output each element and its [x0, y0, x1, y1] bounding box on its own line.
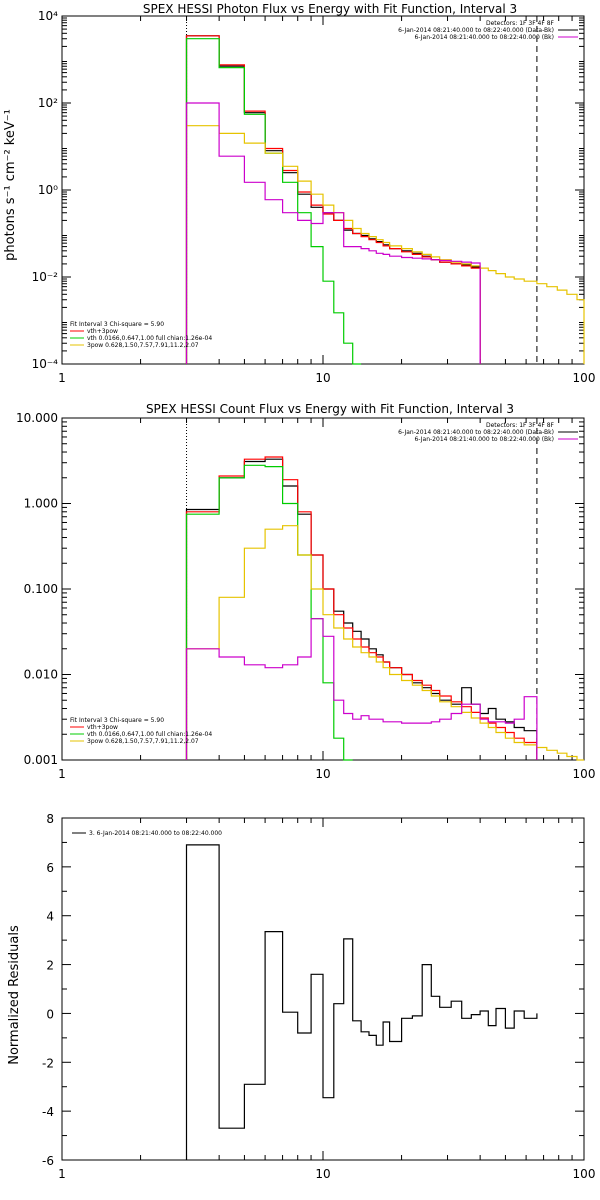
y-tick-label: 0 [46, 1007, 54, 1021]
series-bk [185, 618, 538, 760]
count-flux-legend-bottom-left: Fit Interval 3 Chi-square = 5.90vth+3pow… [70, 717, 212, 745]
y-tick-label: 10² [38, 96, 58, 110]
x-tick-label: 100 [573, 1167, 596, 1181]
residuals-axes: 1 10 100 -6 -4 -2 0 2 4 6 8 [42, 812, 595, 1181]
plot-frame [61, 15, 585, 365]
photon-flux-series [185, 35, 585, 365]
series-bk [185, 102, 481, 364]
series-3pow [185, 525, 584, 761]
y-tick-label: 0.001 [24, 753, 58, 767]
x-tick-label: 1 [58, 371, 66, 385]
x-tick-label: 100 [573, 767, 596, 781]
x-tick-label: 1 [58, 1167, 66, 1181]
photon-flux-title: SPEX HESSI Photon Flux vs Energy with Fi… [143, 2, 517, 16]
residuals-series [185, 844, 538, 1160]
residuals-legend: 3. 6-Jan-2014 08:21:40.000 to 08:22:40.0… [72, 830, 222, 837]
y-tick-label: -2 [42, 1056, 54, 1070]
legend-text: 3. 6-Jan-2014 08:21:40.000 to 08:22:40.0… [89, 830, 222, 837]
photon-flux-panel: SPEX HESSI Photon Flux vs Energy with Fi… [3, 2, 595, 385]
legend-text: Detectors: 1F 3F 4F 8F [486, 20, 555, 27]
legend-text: 3pow 0.628,1.50,7.57,7.91,11.2,2.07 [87, 342, 199, 349]
y-tick-label: 0.100 [24, 582, 58, 596]
residuals-panel: Normalized Residuals 1 10 100 -6 -4 -2 0 2 4 6 8 3… [7, 812, 595, 1181]
series-data-bk [185, 458, 538, 760]
legend-text: 6-Jan-2014 08:21:40.000 to 08:22:40.000 … [398, 27, 554, 34]
x-tick-label: 10 [315, 371, 330, 385]
photon-flux-legend-top-right: Detectors: 1F 3F 4F 8F6-Jan-2014 08:21:4… [398, 20, 578, 41]
legend-text: vth 0.0166,0.647,1.00 full chian:1.26e-0… [87, 335, 212, 342]
x-tick-label: 1 [58, 767, 66, 781]
x-tick-label: 100 [573, 371, 596, 385]
count-flux-panel: SPEX HESSI Count Flux vs Energy with Fit… [16, 402, 595, 781]
y-tick-label: 10.000 [16, 411, 58, 425]
legend-text: Detectors: 1F 3F 4F 8F [486, 422, 555, 429]
x-tick-label: 10 [315, 1167, 330, 1181]
y-tick-label: 8 [46, 812, 54, 826]
residuals-ylabel: Normalized Residuals [7, 925, 22, 1065]
y-tick-label: 4 [46, 910, 54, 924]
series-vth [185, 38, 362, 365]
y-tick-label: 10⁻⁴ [32, 357, 59, 371]
series-vth-3pow [185, 35, 481, 364]
legend-text: vth 0.0166,0.647,1.00 full chian:1.26e-0… [87, 731, 212, 738]
legend-text: 6-Jan-2014 08:21:40.000 to 08:22:40.000 … [398, 429, 554, 436]
y-tick-label: 10⁰ [38, 183, 58, 197]
photon-flux-ylabel: photons s⁻¹ cm⁻² keV⁻¹ [3, 109, 18, 261]
y-tick-label: 2 [46, 959, 54, 973]
y-tick-label: 10⁴ [38, 9, 58, 23]
y-tick-label: -6 [42, 1154, 54, 1168]
legend-text: vth+3pow [87, 724, 118, 731]
y-tick-label: -4 [42, 1105, 54, 1119]
count-flux-title: SPEX HESSI Count Flux vs Energy with Fit… [146, 402, 514, 416]
legend-text: 3pow 0.628,1.50,7.57,7.91,11.2,2.07 [87, 738, 199, 745]
y-tick-label: 6 [46, 861, 54, 875]
count-flux-series [185, 456, 584, 761]
y-tick-label: 1.000 [24, 497, 58, 511]
series-3pow [185, 125, 585, 364]
y-tick-label: 10⁻² [32, 270, 59, 284]
legend-text: Fit Interval 3 Chi-square = 5.90 [70, 321, 164, 328]
x-tick-label: 10 [315, 767, 330, 781]
series-residuals [185, 844, 538, 1160]
legend-text: 6-Jan-2014 08:21:40.000 to 08:22:40.000 … [414, 34, 554, 41]
legend-text: vth+3pow [87, 328, 118, 335]
series-vth-3pow [185, 456, 538, 760]
legend-text: Fit Interval 3 Chi-square = 5.90 [70, 717, 164, 724]
photon-flux-legend-bottom-left: Fit Interval 3 Chi-square = 5.90vth+3pow… [70, 321, 212, 349]
series-data-bk [185, 35, 481, 364]
count-flux-legend-top-right: Detectors: 1F 3F 4F 8F6-Jan-2014 08:21:4… [398, 422, 578, 443]
y-tick-label: 0.010 [24, 668, 58, 682]
series-vth [185, 464, 353, 761]
legend-text: 6-Jan-2014 08:21:40.000 to 08:22:40.000 … [414, 436, 554, 443]
